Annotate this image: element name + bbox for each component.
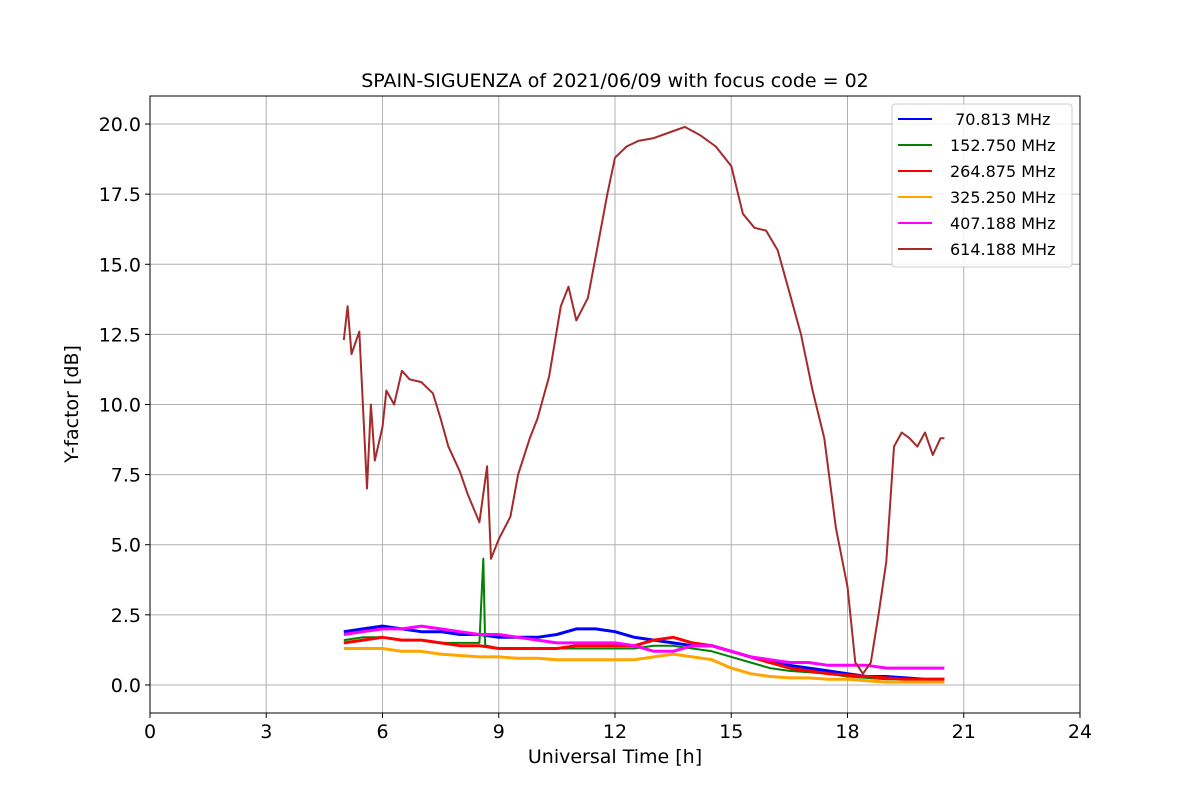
legend-label: 264.875 MHz (950, 162, 1055, 181)
y-tick-label: 7.5 (111, 465, 141, 487)
y-tick-label: 5.0 (111, 535, 141, 557)
legend-label: 70.813 MHz (950, 110, 1050, 129)
y-tick-label: 12.5 (99, 324, 141, 346)
x-tick-label: 9 (493, 721, 505, 743)
x-tick-label: 15 (719, 721, 743, 743)
y-tick-label: 17.5 (99, 184, 141, 206)
series-line-2 (343, 635, 945, 681)
x-tick-label: 12 (603, 721, 627, 743)
x-axis-ticks: 0 3 6 9 12 15 18 21 24 (144, 713, 1092, 743)
y-tick-label: 10.0 (99, 395, 141, 417)
y-tick-label: 2.5 (111, 605, 141, 627)
y-tick-label: 20.0 (99, 114, 141, 136)
series-line-0 (343, 624, 945, 681)
x-tick-label: 21 (952, 721, 976, 743)
legend-label: 407.188 MHz (950, 214, 1055, 233)
chart-title: SPAIN-SIGUENZA of 2021/06/09 with focus … (361, 70, 869, 92)
legend-label: 152.750 MHz (950, 136, 1055, 155)
legend-label: 614.188 MHz (950, 240, 1055, 259)
y-tick-label: 15.0 (99, 254, 141, 276)
y-axis-ticks: 0.0 2.5 5.0 7.5 10.0 12.5 15.0 17.5 20.0 (99, 114, 150, 697)
legend: 70.813 MHz 152.750 MHz 264.875 MHz 325.250 … (891, 103, 1073, 268)
y-axis-label: Y-factor [dB] (61, 345, 83, 464)
series-line-3 (343, 647, 945, 684)
legend-box (891, 103, 1073, 268)
x-tick-label: 3 (260, 721, 272, 743)
series-lines (342, 125, 945, 684)
series-line-4 (343, 624, 945, 670)
x-tick-label: 6 (376, 721, 388, 743)
x-tick-label: 0 (144, 721, 156, 743)
x-axis-label: Universal Time [h] (528, 746, 702, 768)
x-tick-label: 18 (835, 721, 859, 743)
series-line-5 (342, 125, 945, 675)
y-tick-label: 0.0 (111, 675, 141, 697)
legend-label: 325.250 MHz (950, 188, 1055, 207)
x-tick-label: 24 (1068, 721, 1092, 743)
